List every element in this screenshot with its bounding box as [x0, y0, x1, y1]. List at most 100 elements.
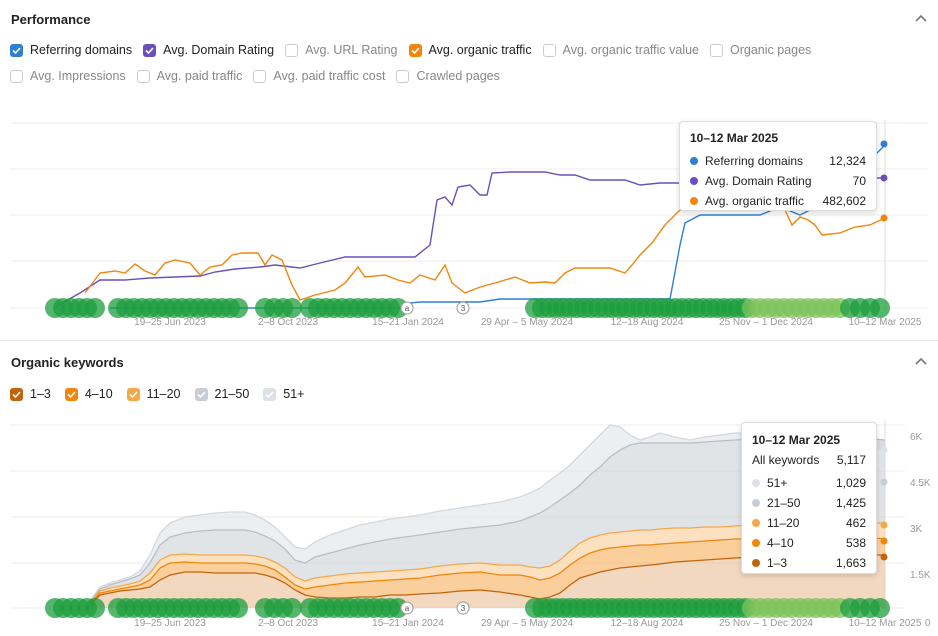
legend-checkbox-3[interactable]: 21–50 [194, 387, 250, 401]
checkbox-label: Crawled pages [416, 69, 500, 83]
organic-legend: 1–3 4–10 11–20 21–50 51+ [10, 387, 319, 401]
metric2-checkbox-0[interactable]: Avg. Impressions [10, 69, 126, 83]
checkbox-icon[interactable] [710, 43, 723, 57]
legend-dot-icon [752, 479, 760, 487]
checkbox-icon[interactable] [396, 69, 410, 83]
annotation-marker-icon[interactable] [400, 301, 414, 315]
organic-tooltip: 10–12 Mar 2025 All keywords 5,117 51+ 1,0… [741, 422, 877, 574]
metrics-row-2: Avg. Impressions Avg. paid traffic Avg. pa… [10, 69, 511, 83]
checkbox-icon[interactable] [10, 69, 23, 83]
legend-checkbox-0[interactable]: 1–3 [10, 387, 51, 401]
annotation-marker-label: a [405, 304, 410, 313]
x-tick-label: 19–25 Jun 2023 [134, 618, 206, 629]
checkbox-label: Avg. URL Rating [305, 43, 398, 57]
metric2-checkbox-3[interactable]: Crawled pages [396, 69, 500, 83]
series-point [880, 521, 888, 529]
series-point [880, 553, 888, 561]
legend-dot-icon [690, 177, 698, 185]
section-divider [0, 340, 938, 341]
tooltip-row-value: 1,663 [835, 556, 866, 570]
tooltip-title: 10–12 Mar 2025 [690, 131, 779, 145]
x-tick-label: 29 Apr – 5 May 2024 [480, 317, 574, 328]
series-line-21-50 [89, 438, 886, 603]
checkbox-icon[interactable] [10, 387, 23, 401]
annotation-marker-icon[interactable] [400, 601, 414, 615]
update-marker-icon[interactable] [282, 598, 302, 618]
checkbox-icon[interactable] [126, 387, 140, 401]
legend-checkbox-4[interactable]: 51+ [263, 387, 305, 401]
metric-checkbox-5[interactable]: Organic pages [710, 43, 811, 57]
legend-dot-icon [752, 539, 760, 547]
checkbox-icon[interactable] [64, 387, 78, 401]
tooltip-row-value: 70 [852, 174, 866, 188]
update-marker-icon[interactable] [282, 298, 302, 318]
metric-checkbox-2[interactable]: Avg. URL Rating [285, 43, 398, 57]
metrics-row-1: Referring domains Avg. Domain Rating Avg. … [10, 43, 822, 57]
tooltip-row: 4–10 538 [752, 533, 866, 553]
checkbox-icon[interactable] [136, 69, 150, 83]
checkbox-icon[interactable] [408, 43, 422, 57]
annotation-marker-label: a [405, 604, 410, 613]
tooltip-total-row: All keywords 5,117 [752, 453, 866, 467]
tooltip-row: 1–3 1,663 [752, 553, 866, 573]
x-tick-label: 10–12 Mar 2025 [848, 317, 922, 328]
x-tick-label: 12–18 Aug 2024 [610, 618, 684, 629]
tooltip-row-value: 1,425 [835, 496, 866, 510]
series-line-51-plus [89, 424, 886, 602]
tooltip-row: 11–20 462 [752, 513, 866, 533]
checkbox-label: Organic pages [730, 43, 812, 57]
tooltip-row: Avg. Domain Rating 70 [690, 171, 866, 191]
update-marker-icon[interactable] [85, 598, 105, 618]
update-marker-icon[interactable] [870, 598, 890, 618]
checkbox-icon[interactable] [253, 69, 267, 83]
tooltip-row: 51+ 1,029 [752, 473, 866, 493]
tooltip-row-value: 1,029 [835, 476, 866, 490]
annotation-marker-label: 3 [461, 604, 466, 613]
checkbox-icon[interactable] [10, 43, 23, 57]
annotation-marker-icon[interactable] [456, 601, 470, 615]
x-tick-label: 15–21 Jan 2024 [372, 317, 444, 328]
metric2-checkbox-2[interactable]: Avg. paid traffic cost [253, 69, 385, 83]
metric2-checkbox-1[interactable]: Avg. paid traffic [136, 69, 242, 83]
legend-checkbox-1[interactable]: 4–10 [64, 387, 113, 401]
checkbox-icon[interactable] [143, 43, 157, 57]
checkbox-label: Avg. Impressions [30, 69, 126, 83]
update-marker-icon[interactable] [228, 298, 248, 318]
checkbox-icon[interactable] [542, 43, 556, 57]
annotation-marker-icon[interactable] [456, 301, 470, 315]
y-tick-label: 4.5K [910, 478, 931, 489]
checkbox-label: 1–3 [30, 387, 51, 401]
tooltip-row-value: 12,324 [829, 154, 866, 168]
x-tick-label: 25 Nov – 1 Dec 2024 [719, 317, 813, 328]
tooltip-row: Avg. organic traffic 482,602 [690, 191, 866, 211]
metric-checkbox-4[interactable]: Avg. organic traffic value [542, 43, 699, 57]
area-4-10 [90, 536, 885, 605]
update-marker-icon[interactable] [870, 298, 890, 318]
checkbox-label: Avg. organic traffic [428, 43, 532, 57]
metric-checkbox-1[interactable]: Avg. Domain Rating [143, 43, 274, 57]
checkbox-label: 21–50 [214, 387, 250, 401]
x-tick-label: 29 Apr – 5 May 2024 [480, 618, 574, 629]
checkbox-icon[interactable] [263, 387, 277, 401]
chevron-up-icon[interactable] [914, 12, 928, 26]
area-21-50 [90, 439, 885, 603]
tooltip-row-label: Referring domains [705, 154, 804, 168]
legend-checkbox-2[interactable]: 11–20 [126, 387, 181, 401]
chevron-up-icon[interactable] [914, 355, 928, 369]
tooltip-row-label: 4–10 [767, 536, 794, 550]
checkbox-icon[interactable] [285, 43, 299, 57]
legend-dot-icon [752, 499, 760, 507]
metric-checkbox-3[interactable]: Avg. organic traffic [408, 43, 532, 57]
performance-title: Performance [11, 12, 91, 27]
metric-checkbox-0[interactable]: Referring domains [10, 43, 132, 57]
checkbox-icon[interactable] [194, 387, 208, 401]
organic-keywords-title: Organic keywords [11, 355, 124, 370]
update-marker-icon[interactable] [85, 298, 105, 318]
series-point [880, 214, 888, 222]
checkbox-label: 4–10 [84, 387, 113, 401]
area-1-3 [90, 555, 885, 608]
update-marker-icon[interactable] [228, 598, 248, 618]
legend-dot-icon [752, 559, 760, 567]
